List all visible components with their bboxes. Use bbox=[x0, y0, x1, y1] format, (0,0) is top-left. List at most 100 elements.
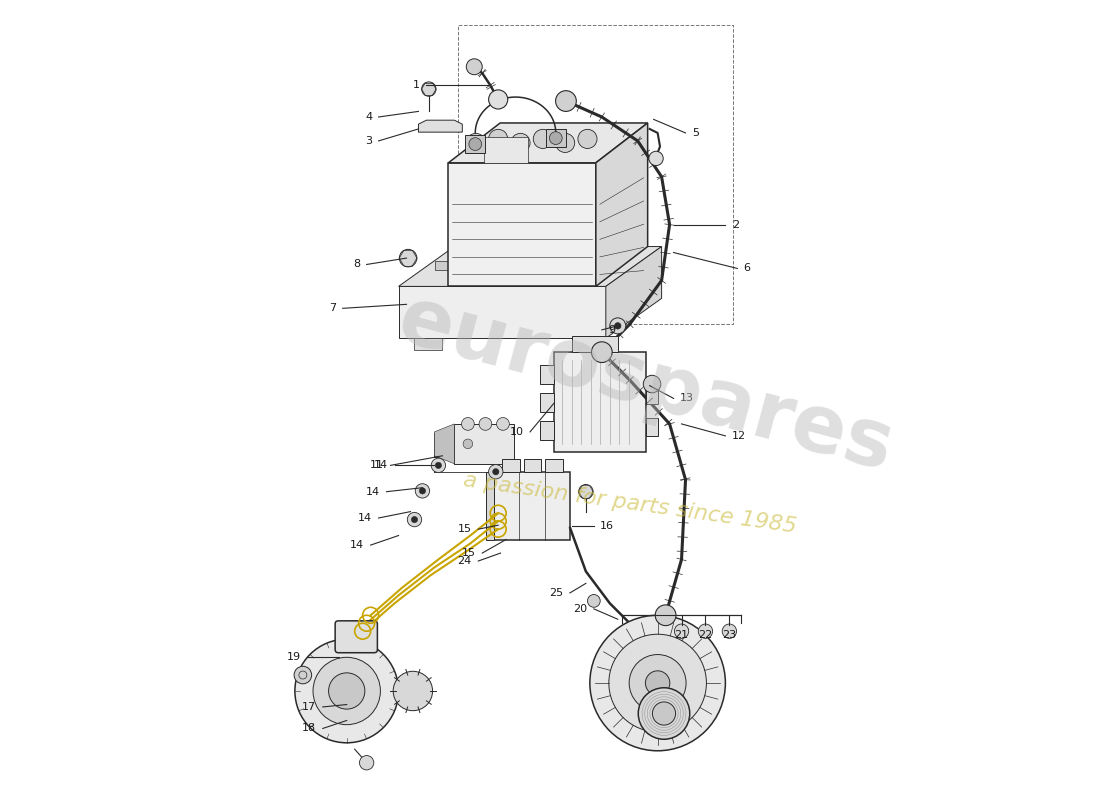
Circle shape bbox=[421, 82, 436, 96]
Circle shape bbox=[488, 130, 508, 149]
Circle shape bbox=[644, 375, 661, 393]
Circle shape bbox=[431, 458, 446, 473]
Text: 14: 14 bbox=[359, 513, 372, 523]
Circle shape bbox=[578, 130, 597, 149]
Circle shape bbox=[646, 671, 670, 695]
Text: 21: 21 bbox=[674, 630, 689, 640]
Polygon shape bbox=[434, 424, 454, 464]
Text: 17: 17 bbox=[302, 702, 317, 712]
Circle shape bbox=[592, 342, 613, 362]
Text: 11: 11 bbox=[371, 460, 384, 470]
Text: 13: 13 bbox=[680, 394, 694, 403]
Circle shape bbox=[419, 488, 426, 494]
Circle shape bbox=[615, 322, 622, 329]
Text: 5: 5 bbox=[692, 128, 698, 138]
Circle shape bbox=[329, 673, 365, 709]
Polygon shape bbox=[596, 123, 648, 286]
Circle shape bbox=[608, 634, 706, 732]
Polygon shape bbox=[418, 120, 462, 132]
FancyBboxPatch shape bbox=[646, 418, 658, 436]
Circle shape bbox=[587, 594, 601, 607]
Circle shape bbox=[399, 250, 417, 267]
Polygon shape bbox=[512, 261, 531, 270]
Polygon shape bbox=[449, 123, 648, 163]
Polygon shape bbox=[398, 286, 606, 338]
Text: 12: 12 bbox=[732, 431, 746, 441]
Circle shape bbox=[488, 90, 508, 109]
Circle shape bbox=[556, 90, 576, 111]
FancyBboxPatch shape bbox=[434, 434, 454, 458]
Circle shape bbox=[493, 469, 499, 475]
Text: 8: 8 bbox=[353, 259, 361, 270]
Circle shape bbox=[698, 624, 713, 638]
Text: 22: 22 bbox=[698, 630, 713, 640]
Text: 4: 4 bbox=[365, 112, 372, 122]
Circle shape bbox=[478, 418, 492, 430]
Circle shape bbox=[462, 418, 474, 430]
FancyBboxPatch shape bbox=[454, 424, 514, 464]
FancyBboxPatch shape bbox=[546, 459, 563, 472]
FancyBboxPatch shape bbox=[503, 459, 519, 472]
Circle shape bbox=[314, 658, 381, 725]
Circle shape bbox=[466, 58, 482, 74]
Circle shape bbox=[295, 639, 398, 743]
Text: a passion for parts since 1985: a passion for parts since 1985 bbox=[462, 470, 798, 537]
Text: 24: 24 bbox=[458, 556, 472, 566]
Circle shape bbox=[411, 516, 418, 522]
Text: 14: 14 bbox=[366, 486, 381, 497]
Circle shape bbox=[649, 151, 663, 166]
Text: 3: 3 bbox=[365, 136, 372, 146]
Text: 6: 6 bbox=[744, 263, 750, 274]
Text: 25: 25 bbox=[549, 588, 563, 598]
Polygon shape bbox=[398, 246, 661, 286]
Polygon shape bbox=[606, 246, 661, 338]
Circle shape bbox=[469, 138, 482, 150]
FancyBboxPatch shape bbox=[465, 135, 485, 153]
Circle shape bbox=[463, 439, 473, 449]
Text: 7: 7 bbox=[329, 303, 337, 314]
Text: 10: 10 bbox=[509, 427, 524, 437]
Polygon shape bbox=[436, 261, 455, 270]
Circle shape bbox=[638, 688, 690, 739]
Text: 15: 15 bbox=[458, 524, 472, 534]
FancyBboxPatch shape bbox=[484, 138, 528, 163]
FancyBboxPatch shape bbox=[554, 352, 646, 452]
Circle shape bbox=[590, 615, 725, 750]
Text: 20: 20 bbox=[573, 604, 587, 614]
Circle shape bbox=[723, 624, 737, 638]
Circle shape bbox=[609, 318, 626, 334]
Circle shape bbox=[510, 134, 530, 153]
Circle shape bbox=[656, 605, 676, 626]
Circle shape bbox=[407, 513, 421, 526]
Circle shape bbox=[534, 130, 552, 149]
Text: 1: 1 bbox=[414, 80, 420, 90]
Circle shape bbox=[416, 484, 430, 498]
Polygon shape bbox=[415, 338, 442, 350]
Text: 14: 14 bbox=[374, 460, 388, 470]
FancyBboxPatch shape bbox=[646, 386, 658, 404]
FancyBboxPatch shape bbox=[572, 336, 618, 352]
Circle shape bbox=[360, 755, 374, 770]
Circle shape bbox=[488, 465, 503, 479]
Circle shape bbox=[549, 132, 562, 145]
Polygon shape bbox=[486, 472, 494, 539]
FancyBboxPatch shape bbox=[524, 459, 541, 472]
Circle shape bbox=[294, 666, 311, 684]
Polygon shape bbox=[550, 261, 570, 270]
Circle shape bbox=[556, 134, 574, 153]
Circle shape bbox=[496, 418, 509, 430]
Circle shape bbox=[652, 702, 675, 725]
Circle shape bbox=[393, 671, 432, 710]
FancyBboxPatch shape bbox=[336, 621, 377, 653]
Text: 23: 23 bbox=[723, 630, 736, 640]
Circle shape bbox=[466, 134, 485, 153]
Polygon shape bbox=[473, 261, 494, 270]
Circle shape bbox=[629, 654, 686, 711]
FancyBboxPatch shape bbox=[540, 393, 554, 412]
Circle shape bbox=[579, 485, 593, 499]
FancyBboxPatch shape bbox=[494, 472, 570, 539]
Text: 18: 18 bbox=[302, 723, 317, 734]
Text: 19: 19 bbox=[286, 652, 300, 662]
Text: 9: 9 bbox=[608, 325, 615, 335]
Text: 2: 2 bbox=[732, 220, 739, 230]
